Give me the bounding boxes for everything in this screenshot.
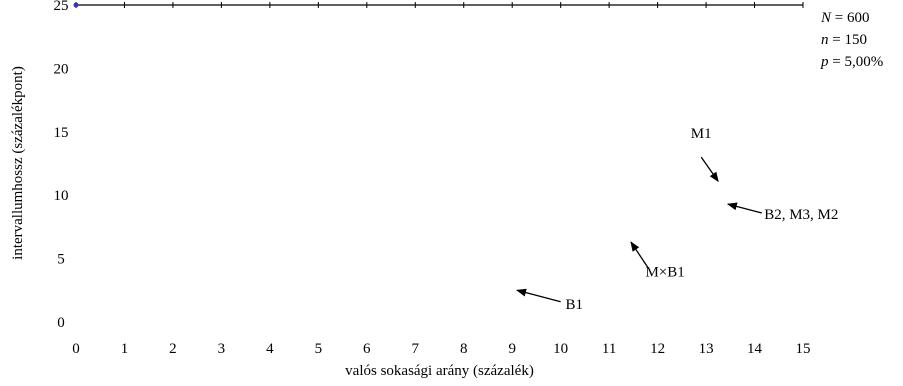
parameter-line: p = 5,00%	[820, 54, 883, 70]
x-axis-title: valós sokasági arány (százalék)	[345, 363, 534, 379]
x-tick-label: 5	[315, 341, 323, 357]
x-tick-label: 3	[218, 341, 226, 357]
x-tick-label: 11	[602, 341, 616, 357]
y-tick-label: 20	[54, 61, 69, 77]
annotation-label: M1	[691, 126, 712, 142]
annotation-arrow	[700, 156, 719, 183]
x-tick-label: 4	[266, 341, 274, 357]
y-tick-label: 25	[54, 0, 69, 14]
y-tick-label: 0	[57, 315, 65, 331]
annotation-label: M×B1	[645, 264, 684, 280]
x-tick-label: 14	[747, 341, 763, 357]
x-tick-label: 12	[650, 341, 665, 357]
parameter-name: N	[820, 10, 832, 26]
series-point	[73, 2, 79, 8]
y-axis-title: intervallumhossz (százalékpont)	[10, 66, 26, 260]
parameter-line: N = 600	[820, 10, 869, 26]
x-tick-label: 1	[121, 341, 129, 357]
x-tick-label: 0	[72, 341, 80, 357]
x-tick-label: 15	[796, 341, 811, 357]
annotation-label: B2, M3, M2	[764, 207, 838, 223]
x-tick-label: 2	[169, 341, 177, 357]
parameter-value: = 600	[831, 10, 869, 26]
parameter-value: = 5,00%	[829, 54, 884, 70]
annotation-arrow	[630, 241, 649, 268]
parameter-name: n	[821, 32, 829, 48]
x-tick-label: 13	[699, 341, 714, 357]
parameter-line: n = 150	[821, 32, 867, 48]
y-tick-label: 10	[54, 188, 69, 204]
x-tick-label: 8	[460, 341, 468, 357]
y-tick-label: 15	[54, 125, 69, 141]
x-tick-label: 9	[508, 341, 516, 357]
parameter-value: = 150	[829, 32, 867, 48]
x-tick-label: 10	[553, 341, 568, 357]
x-tick-label: 7	[412, 341, 420, 357]
parameter-name: p	[820, 54, 829, 70]
annotation-arrow	[516, 288, 561, 303]
annotation-arrow	[726, 202, 762, 214]
annotation-label: B1	[566, 297, 584, 313]
x-tick-label: 6	[363, 341, 371, 357]
y-tick-label: 5	[57, 252, 65, 268]
